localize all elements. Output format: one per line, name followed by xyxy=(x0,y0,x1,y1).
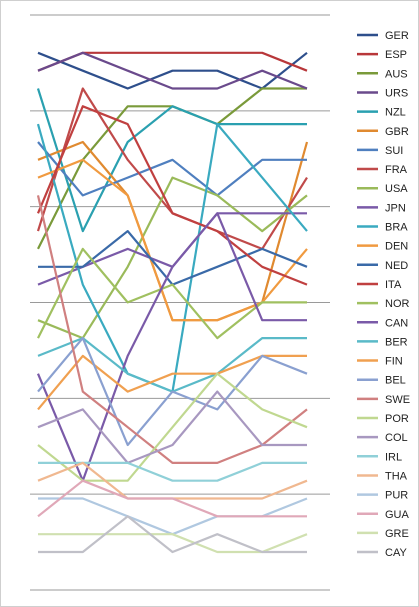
legend-item-urs: URS xyxy=(357,87,408,99)
legend-label: BEL xyxy=(385,375,406,387)
legend-label: CAN xyxy=(385,317,408,329)
legend-item-nor: NOR xyxy=(357,298,410,310)
legend-item-cay: CAY xyxy=(357,547,407,559)
legend-label: URS xyxy=(385,87,408,99)
legend-label: USA xyxy=(385,183,408,195)
legend-label: NED xyxy=(385,260,408,272)
series-line-nzl xyxy=(36,88,307,233)
series-lines xyxy=(36,51,309,554)
legend-item-den: DEN xyxy=(357,241,408,253)
legend-item-tha: THA xyxy=(357,470,408,482)
legend-label: GRE xyxy=(385,528,409,540)
legend-item-fra: FRA xyxy=(357,164,408,176)
legend-item-esp: ESP xyxy=(357,49,407,61)
series-line-ger xyxy=(37,51,308,90)
legend: GER ESP AUS URS NZL GBR SUI FRA USA JPN BRA DEN NED I… xyxy=(357,30,410,559)
legend-item-sui: SUI xyxy=(357,145,403,157)
legend-item-bel: BEL xyxy=(357,375,406,387)
legend-item-ned: NED xyxy=(357,260,408,272)
legend-label: CAY xyxy=(385,547,407,559)
legend-label: IRL xyxy=(385,451,402,463)
legend-label: JPN xyxy=(385,202,406,214)
legend-item-pur: PUR xyxy=(357,490,408,502)
legend-label: COL xyxy=(385,432,408,444)
legend-item-col: COL xyxy=(357,432,408,444)
legend-item-por: POR xyxy=(357,413,409,425)
legend-label: FIN xyxy=(385,356,403,368)
legend-label: NZL xyxy=(385,107,406,119)
legend-item-gbr: GBR xyxy=(357,126,409,138)
series-line-swe xyxy=(36,195,308,464)
series-line-bel xyxy=(37,337,308,447)
legend-label: BRA xyxy=(385,222,408,234)
legend-item-ber: BER xyxy=(357,336,408,348)
legend-label: GUA xyxy=(385,509,410,521)
series-line-ber xyxy=(37,337,307,393)
legend-label: FRA xyxy=(385,164,408,176)
series-line-aus xyxy=(37,87,307,250)
series-line-cay xyxy=(38,515,307,554)
legend-item-can: CAN xyxy=(357,317,408,329)
legend-label: SWE xyxy=(385,394,410,406)
legend-label: ESP xyxy=(385,49,407,61)
legend-label: GER xyxy=(385,30,409,42)
legend-item-usa: USA xyxy=(357,183,408,195)
series-line-gre xyxy=(38,533,308,554)
legend-item-aus: AUS xyxy=(357,68,408,80)
series-line-gua xyxy=(37,479,307,518)
legend-label: DEN xyxy=(385,241,408,253)
legend-item-gre: GRE xyxy=(357,528,409,540)
series-line-fin xyxy=(37,354,307,411)
legend-item-gua: GUA xyxy=(357,509,410,521)
legend-item-ita: ITA xyxy=(357,279,402,291)
series-line-jpn xyxy=(37,212,307,286)
legend-item-swe: SWE xyxy=(357,394,410,406)
series-line-col xyxy=(37,390,307,464)
series-line-nor xyxy=(37,247,307,340)
legend-label: SUI xyxy=(385,145,403,157)
legend-item-jpn: JPN xyxy=(357,202,406,214)
series-line-sui xyxy=(37,141,307,197)
legend-item-irl: IRL xyxy=(357,451,402,463)
series-line-urs xyxy=(37,51,308,90)
legend-label: POR xyxy=(385,413,409,425)
series-line-ita xyxy=(36,105,308,286)
legend-label: GBR xyxy=(385,126,409,138)
legend-label: THA xyxy=(385,470,408,482)
legend-item-nzl: NZL xyxy=(357,107,406,119)
legend-label: AUS xyxy=(385,68,408,80)
legend-label: ITA xyxy=(385,279,402,291)
legend-label: NOR xyxy=(385,298,410,310)
legend-label: BER xyxy=(385,336,408,348)
legend-item-ger: GER xyxy=(357,30,409,42)
legend-item-fin: FIN xyxy=(357,356,403,368)
legend-label: PUR xyxy=(385,490,408,502)
legend-item-bra: BRA xyxy=(357,222,408,234)
